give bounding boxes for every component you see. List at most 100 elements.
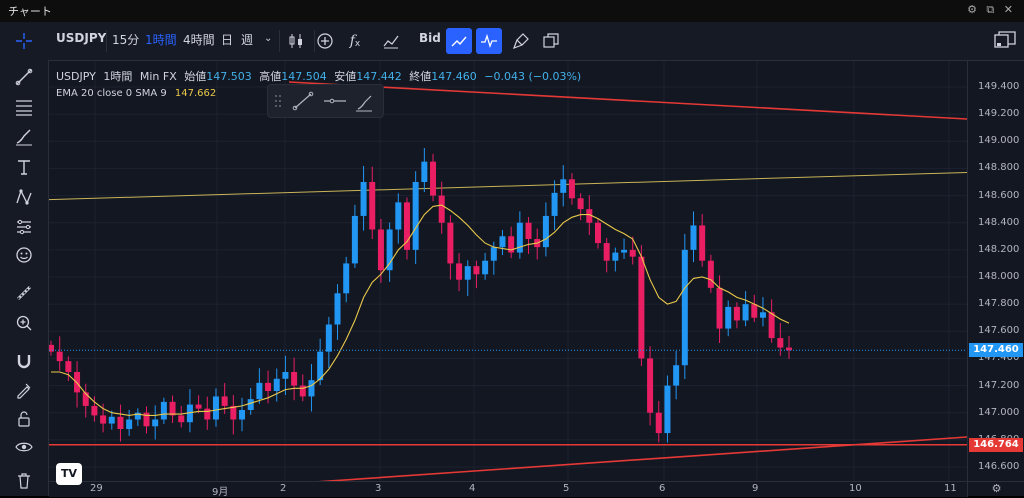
divider <box>279 30 280 52</box>
price-tick-label: 147.800 <box>978 298 1020 310</box>
candle-body <box>655 412 662 434</box>
emoji-icon[interactable] <box>8 242 40 268</box>
candle-body <box>91 405 98 416</box>
price-chart[interactable] <box>49 61 967 481</box>
legend-open-label: 始値 <box>184 70 207 83</box>
candle-body <box>308 380 315 397</box>
candle-body <box>230 405 237 420</box>
candle-body <box>412 182 419 250</box>
candle-body <box>152 419 159 427</box>
window-controls[interactable]: ⚙ ⧉ ✕ <box>967 3 1016 16</box>
candle-body <box>178 415 185 423</box>
candle-body <box>143 412 150 427</box>
candle-body <box>777 338 784 348</box>
candle-body <box>343 263 350 294</box>
interval-1h[interactable]: 1時間 <box>145 33 177 47</box>
trendline-icon[interactable] <box>292 91 314 111</box>
grid <box>49 61 967 481</box>
lower-trendline[interactable] <box>185 436 967 481</box>
price-tick-label: 146.600 <box>978 461 1020 472</box>
measure-tool-icon[interactable] <box>8 214 40 240</box>
interval-week[interactable]: 週 <box>241 33 254 47</box>
horizontal-ray-icon[interactable] <box>324 98 346 104</box>
time-tick-label: 4 <box>469 483 476 494</box>
interval-4h[interactable]: 4時間 <box>183 33 215 47</box>
line-up-icon[interactable] <box>446 28 472 54</box>
candle-body <box>438 195 445 223</box>
drag-handle-icon[interactable] <box>275 95 281 107</box>
settings-gear-icon[interactable]: ⚙ <box>967 481 1024 497</box>
crosshair-icon[interactable] <box>8 28 40 54</box>
candle-body <box>265 382 272 391</box>
interval-day[interactable]: 日 <box>221 33 234 47</box>
trendline-tool-icon[interactable] <box>8 64 40 90</box>
price-axis[interactable]: 149.400 149.200 149.000 148.800 148.600 148.4… <box>967 61 1024 481</box>
candle-body <box>49 344 54 352</box>
price-tick-label: 148.200 <box>978 243 1020 255</box>
candle-body <box>291 372 298 386</box>
brush-icon[interactable] <box>356 95 372 112</box>
candle-body <box>516 222 523 253</box>
candle-body <box>664 385 671 434</box>
eye-icon[interactable] <box>8 434 40 460</box>
lock-icon[interactable] <box>8 406 40 432</box>
candle-body <box>586 209 593 223</box>
pattern-tool-icon[interactable] <box>8 184 40 210</box>
time-axis[interactable]: 29 9月 2 3 4 5 6 9 10 11 <box>49 481 967 498</box>
candle-body <box>490 247 497 261</box>
pulse-icon[interactable] <box>476 28 502 54</box>
line-price-badge: 146.764 <box>969 437 1023 452</box>
templates-icon[interactable] <box>378 28 404 54</box>
candle-body <box>74 372 81 393</box>
floating-drawing-toolbar <box>267 84 384 118</box>
channel-trendline[interactable] <box>49 172 967 201</box>
candles <box>49 147 792 443</box>
price-tick-label: 147.600 <box>978 325 1020 337</box>
zoom-in-icon[interactable] <box>8 310 40 336</box>
price-tick-label: 148.800 <box>978 162 1020 174</box>
chart-type-candles-icon[interactable] <box>283 28 309 54</box>
symbol-search[interactable]: USDJPY <box>56 31 107 45</box>
candlestick-chart[interactable] <box>49 61 967 481</box>
indicator-legend[interactable]: EMA 20 close 0 SMA 9 147.662 <box>56 88 216 99</box>
candle-body <box>603 243 610 261</box>
lock-drawing-icon[interactable] <box>8 378 40 404</box>
multi-chart-layout-icon[interactable] <box>990 28 1020 54</box>
candle-body <box>577 198 584 210</box>
candle-body <box>733 306 740 321</box>
candle-body <box>82 392 89 406</box>
upper-trendline[interactable] <box>288 81 967 120</box>
legend-high-label: 高値 <box>259 70 282 83</box>
candle-body <box>256 382 263 400</box>
bid-ask-toggle[interactable]: Bid <box>419 31 441 45</box>
candle-body <box>317 351 324 381</box>
price-tick-label: 149.000 <box>978 135 1020 147</box>
fib-tool-icon[interactable] <box>8 94 40 120</box>
candle-body <box>169 401 176 416</box>
chevron-down-icon[interactable]: ⌄ <box>264 33 273 44</box>
candle-body <box>56 351 63 362</box>
text-tool-icon[interactable] <box>8 154 40 180</box>
brush-tool-icon[interactable] <box>8 124 40 150</box>
candle-body <box>525 222 532 239</box>
candle-body <box>751 304 758 318</box>
window-titlebar: チャート ⚙ ⧉ ✕ <box>0 0 1024 23</box>
compare-add-icon[interactable] <box>312 28 338 54</box>
candle-body <box>100 415 107 424</box>
candle-body <box>456 263 463 280</box>
trendlines[interactable] <box>49 81 967 481</box>
interval-15m[interactable]: 15分 <box>112 33 140 47</box>
divider <box>106 30 107 52</box>
price-tick-label: 148.400 <box>978 216 1020 228</box>
candle-body <box>369 182 376 230</box>
price-tick-label: 147.200 <box>978 379 1020 391</box>
candle-body <box>612 252 619 261</box>
time-tick-label: 6 <box>659 483 666 494</box>
candle-body <box>360 182 367 216</box>
brush-clear-icon[interactable] <box>508 28 534 54</box>
ruler-icon[interactable] <box>8 280 40 306</box>
trash-icon[interactable] <box>8 468 40 494</box>
layout-windows-icon[interactable] <box>538 28 564 54</box>
magnet-icon[interactable] <box>8 348 40 374</box>
